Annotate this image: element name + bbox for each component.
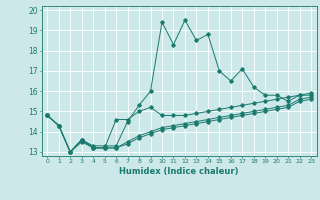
X-axis label: Humidex (Indice chaleur): Humidex (Indice chaleur) (119, 167, 239, 176)
